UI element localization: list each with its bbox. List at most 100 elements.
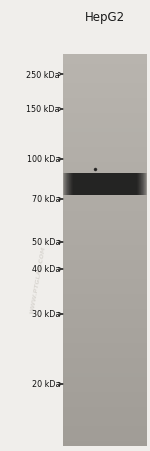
Bar (63, 157, 147, 162)
Bar (99, 174, 100, 196)
Bar (117, 174, 118, 196)
Bar (63, 353, 147, 358)
Bar (144, 174, 145, 196)
Bar (63, 55, 147, 60)
Bar (63, 60, 147, 64)
Bar (72, 174, 73, 196)
Text: HepG2: HepG2 (85, 11, 125, 24)
Bar (91, 174, 92, 196)
Bar (63, 329, 147, 334)
Bar (139, 174, 140, 196)
Bar (63, 109, 147, 114)
Bar (63, 368, 147, 373)
Bar (116, 174, 117, 196)
Bar (76, 174, 77, 196)
Bar (124, 174, 125, 196)
Bar (63, 431, 147, 436)
Bar (63, 245, 147, 250)
Bar (113, 174, 114, 196)
Bar (63, 64, 147, 69)
Bar (137, 174, 138, 196)
Bar (70, 174, 71, 196)
Bar (63, 99, 147, 104)
Bar (63, 290, 147, 295)
Bar (63, 187, 147, 192)
Bar (82, 174, 83, 196)
Bar (63, 167, 147, 172)
Bar (63, 265, 147, 270)
Bar (119, 174, 120, 196)
Bar (63, 348, 147, 353)
Bar (63, 172, 147, 177)
Bar (128, 174, 129, 196)
Bar (63, 304, 147, 309)
Bar (105, 174, 106, 196)
Bar (63, 358, 147, 363)
Bar (63, 182, 147, 187)
Bar (63, 343, 147, 348)
Bar (63, 133, 147, 138)
Bar (125, 174, 126, 196)
Bar (63, 427, 147, 431)
Bar (78, 174, 79, 196)
Bar (134, 174, 135, 196)
Bar (63, 334, 147, 338)
Bar (63, 207, 147, 212)
Bar (123, 174, 124, 196)
Bar (63, 392, 147, 397)
Text: 250 kDa: 250 kDa (26, 70, 63, 79)
Bar (145, 174, 146, 196)
Bar (63, 123, 147, 128)
Bar (120, 174, 121, 196)
Bar (63, 377, 147, 382)
Bar (146, 174, 147, 196)
Bar (83, 174, 84, 196)
Text: 100 kDa: 100 kDa (27, 155, 63, 164)
Bar (133, 174, 134, 196)
Text: 50 kDa: 50 kDa (32, 238, 63, 247)
Bar (63, 114, 147, 119)
Bar (129, 174, 130, 196)
Bar (63, 148, 147, 152)
Bar (93, 174, 94, 196)
Bar (126, 174, 127, 196)
Bar (63, 299, 147, 304)
Bar (63, 412, 147, 417)
Bar (108, 174, 109, 196)
Bar (68, 174, 69, 196)
Bar (77, 174, 78, 196)
Bar (81, 174, 82, 196)
Bar (63, 441, 147, 446)
Bar (71, 174, 72, 196)
Bar (63, 174, 64, 196)
Bar (63, 402, 147, 407)
Bar (112, 174, 113, 196)
Bar (63, 260, 147, 265)
Bar (63, 295, 147, 299)
Text: 70 kDa: 70 kDa (32, 195, 63, 204)
Bar (63, 250, 147, 255)
Bar (63, 387, 147, 392)
Bar (63, 94, 147, 99)
Bar (75, 174, 76, 196)
Bar (138, 174, 139, 196)
Bar (121, 174, 122, 196)
Bar (63, 89, 147, 94)
Bar (74, 174, 75, 196)
Bar (90, 174, 91, 196)
Bar (80, 174, 81, 196)
Bar (66, 174, 67, 196)
Bar (63, 373, 147, 377)
Bar (63, 197, 147, 202)
Bar (84, 174, 85, 196)
Bar (88, 174, 89, 196)
Bar (94, 174, 95, 196)
Text: WWW.PTGLAB.COM: WWW.PTGLAB.COM (30, 245, 46, 313)
Bar (65, 174, 66, 196)
Bar (63, 119, 147, 123)
Bar (114, 174, 115, 196)
Bar (103, 174, 104, 196)
Bar (63, 319, 147, 324)
Bar (63, 407, 147, 412)
Bar (87, 174, 88, 196)
